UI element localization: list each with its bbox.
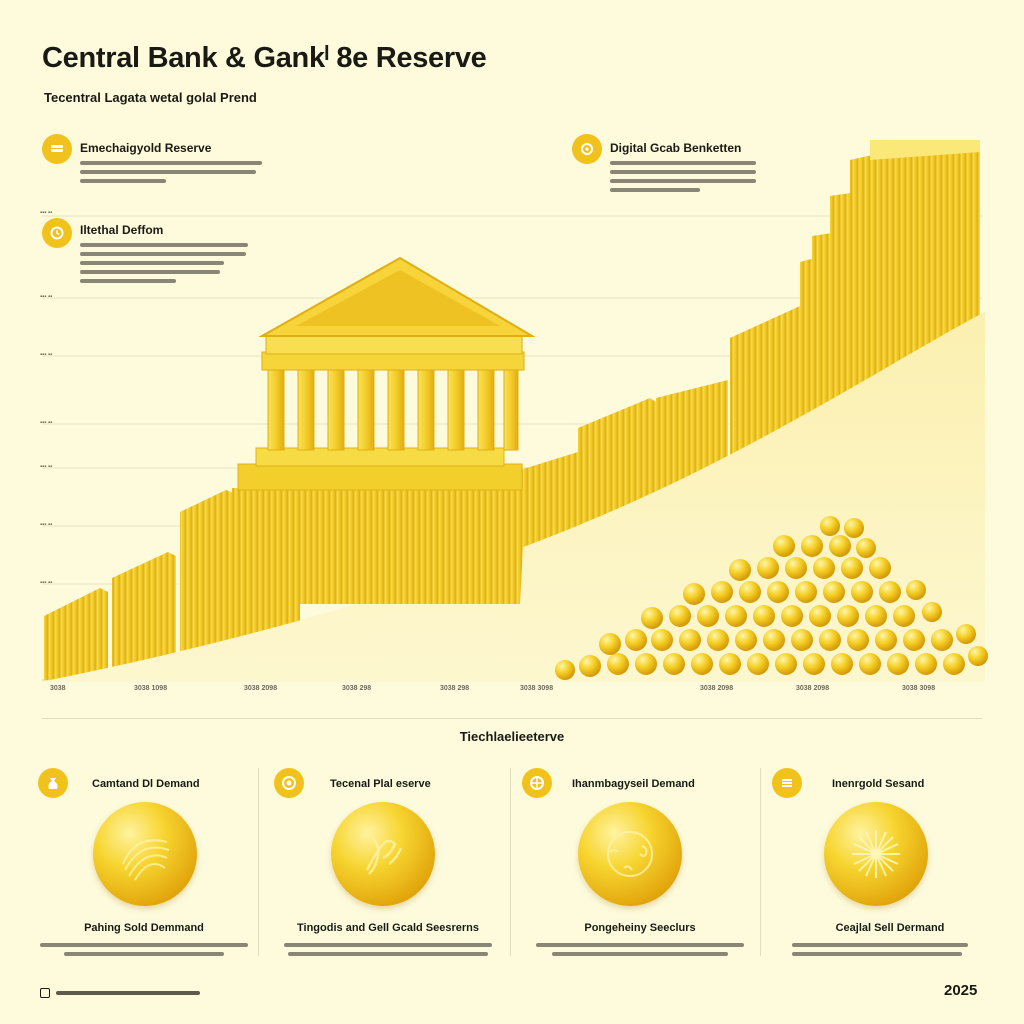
target-icon <box>274 768 304 798</box>
y-tick: ▪▪▪ ▪▪ <box>40 464 53 470</box>
section-title: Tiechlaelieeterve <box>459 729 565 744</box>
callout-title: Emechaigyold Reserve <box>80 141 212 155</box>
card-sell-demand: Inenrgold Sesand Ceajlal Sell Dermand <box>766 768 1014 958</box>
clock-icon <box>42 218 72 248</box>
card-demand: Camtand Dl Demand Pahing Sold Demmand <box>20 768 268 958</box>
footer-year: 2025 <box>944 982 978 999</box>
y-tick: ▪▪▪ ▪▪ <box>40 420 53 426</box>
gold-coin-pile <box>555 516 988 680</box>
card-reserve: Tecenal Plal eserve Tingodis and Gell Gc… <box>264 768 512 958</box>
x-tick: 3038 2098 <box>244 685 278 692</box>
globe-target-icon <box>522 768 552 798</box>
card-title: Tecenal Plal eserve <box>330 778 431 790</box>
reserve-illustration <box>40 140 988 682</box>
footer-logo-icon <box>40 988 50 998</box>
x-tick: 3038 3098 <box>902 685 936 692</box>
footer-note <box>40 988 200 998</box>
callout-title: Iltethal Deffom <box>80 223 164 237</box>
card-caption: Pongeheiny Seeclurs <box>584 922 696 934</box>
y-tick: ▪▪▪ ▪▪ <box>40 294 53 300</box>
x-tick: 3038 3098 <box>520 685 554 692</box>
gear-icon <box>572 134 602 164</box>
medal-yarn-icon <box>93 802 197 906</box>
callout-title: Digital Gcab Benketten <box>610 141 742 155</box>
card-caption: Tingodis and Gell Gcald Seesrerns <box>297 922 479 934</box>
section-divider <box>42 718 982 719</box>
sun-burst-icon <box>772 768 802 798</box>
x-tick: 3038 <box>50 685 66 692</box>
medal-globe-icon <box>578 802 682 906</box>
coin-stack-icon <box>42 134 72 164</box>
card-sectors: Ihanmbagyseil Demand Pongeheiny Seeclurs <box>516 768 764 958</box>
x-tick: 3038 298 <box>440 685 470 692</box>
y-tick: ▪▪▪ ▪▪ <box>40 352 53 358</box>
card-title: Ihanmbagyseil Demand <box>572 778 695 790</box>
medal-starburst-icon <box>824 802 928 906</box>
medal-hands-icon <box>331 802 435 906</box>
page-title: Central Bank & Gankˡ 8e Reserve <box>42 42 487 74</box>
x-tick: 3038 1098 <box>134 685 168 692</box>
gold-bag-icon <box>38 768 68 798</box>
y-tick: ▪▪▪ ▪▪ <box>40 580 53 586</box>
page-subtitle: Tecentral Laɡata wetal ɡolal Prend <box>44 90 257 105</box>
card-caption: Ceajlal Sell Dermand <box>835 922 945 934</box>
card-caption: Pahing Sold Demmand <box>84 922 204 934</box>
x-tick: 3038 298 <box>342 685 372 692</box>
card-divider <box>510 768 511 956</box>
x-tick: 3038 2098 <box>700 685 734 692</box>
y-tick: ▪▪▪ ▪▪ <box>40 522 53 528</box>
card-divider <box>258 768 259 956</box>
x-tick: 3038 2098 <box>796 685 830 692</box>
card-title: Inenrgold Sesand <box>832 778 925 790</box>
central-bank-temple-icon <box>232 256 536 604</box>
card-title: Camtand Dl Demand <box>92 778 200 790</box>
y-tick: ▪▪▪ ▪▪ <box>40 210 53 216</box>
card-divider <box>760 768 761 956</box>
